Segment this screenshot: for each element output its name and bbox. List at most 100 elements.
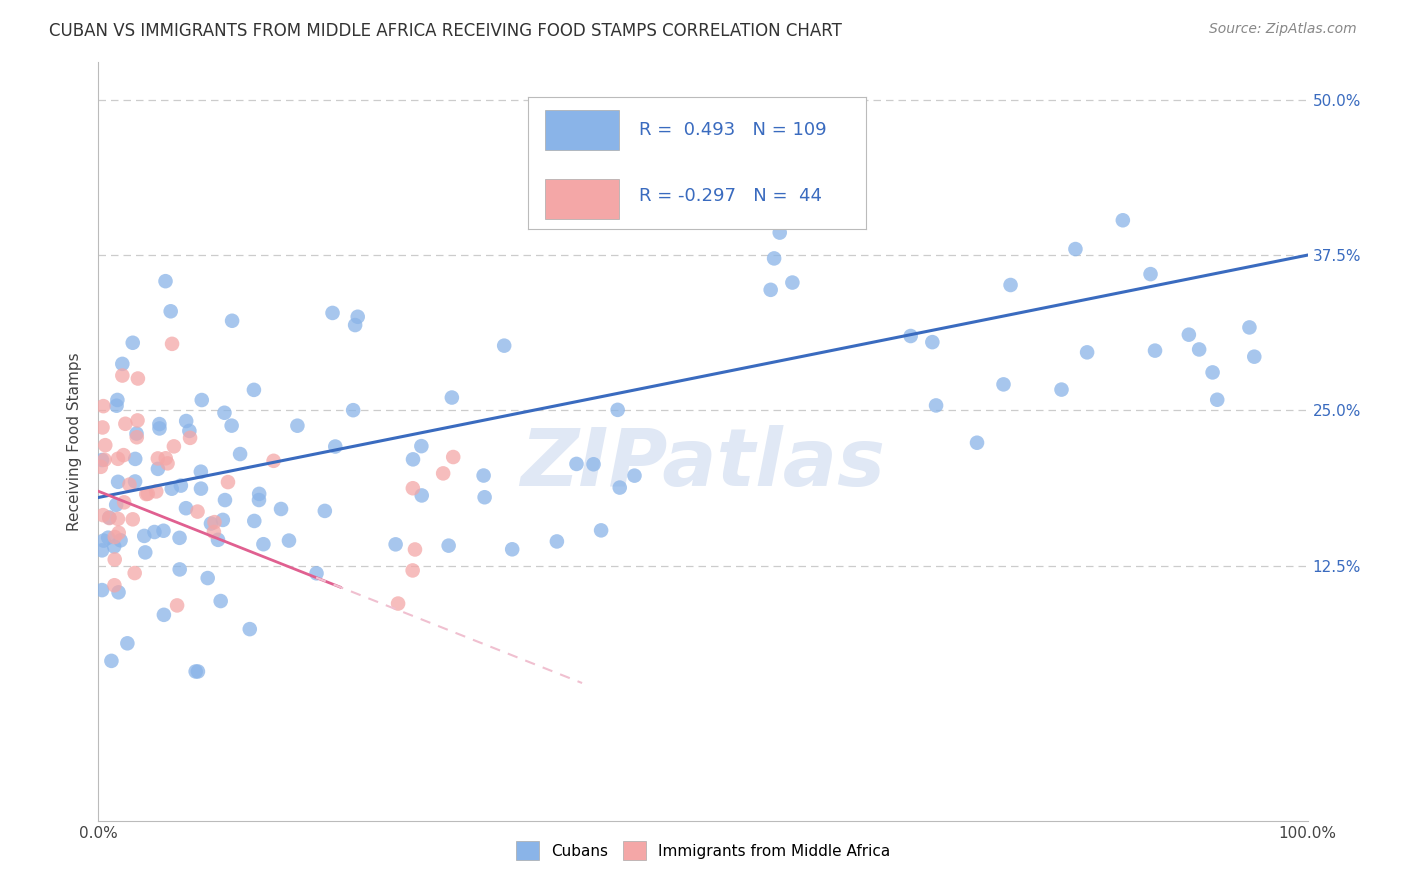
Point <box>145 484 167 499</box>
Point <box>179 424 201 438</box>
Point <box>107 451 129 466</box>
Point <box>402 452 425 467</box>
Point <box>252 537 274 551</box>
Point <box>263 454 285 468</box>
Point <box>179 431 201 445</box>
Point <box>91 543 114 558</box>
Point <box>609 481 631 495</box>
Point <box>111 368 134 383</box>
Point <box>474 490 496 504</box>
Point <box>105 498 128 512</box>
Point <box>1050 383 1073 397</box>
Point <box>105 399 128 413</box>
Point <box>125 430 148 444</box>
Point <box>1143 343 1166 358</box>
Point <box>239 622 262 636</box>
Point <box>993 377 1015 392</box>
Point <box>322 306 344 320</box>
Point <box>107 475 129 489</box>
Point <box>243 383 266 397</box>
Point <box>160 482 183 496</box>
Point <box>287 418 309 433</box>
Point <box>121 512 143 526</box>
Point <box>1188 343 1211 357</box>
Point <box>221 314 243 328</box>
Point <box>170 478 193 492</box>
Point <box>305 566 328 581</box>
Point <box>134 529 156 543</box>
Point <box>107 525 129 540</box>
Point <box>214 493 236 508</box>
Point <box>441 450 464 464</box>
Point <box>243 514 266 528</box>
Point <box>98 510 121 524</box>
Point <box>763 252 786 266</box>
Point <box>114 417 136 431</box>
Point <box>127 371 149 385</box>
Text: ZIPatlas: ZIPatlas <box>520 425 886 503</box>
Point <box>124 451 146 466</box>
Point <box>247 493 270 508</box>
Point <box>107 585 129 599</box>
Point <box>404 542 426 557</box>
Point <box>921 335 943 350</box>
Point <box>174 501 197 516</box>
Point <box>103 578 125 592</box>
Point <box>1178 327 1201 342</box>
Point <box>344 318 367 332</box>
Point <box>112 448 135 462</box>
Point <box>1206 392 1229 407</box>
Point <box>925 399 948 413</box>
Point <box>966 435 988 450</box>
Point <box>93 533 115 548</box>
Point <box>111 357 134 371</box>
Point <box>501 542 523 557</box>
Point <box>411 488 433 502</box>
Point <box>117 636 139 650</box>
Text: Source: ZipAtlas.com: Source: ZipAtlas.com <box>1209 22 1357 37</box>
Point <box>186 505 208 519</box>
Point <box>160 336 183 351</box>
Point <box>91 453 114 467</box>
Point <box>494 338 516 352</box>
Point <box>156 456 179 470</box>
Point <box>204 515 226 529</box>
Point <box>565 457 588 471</box>
Point <box>104 552 127 566</box>
Point <box>110 533 132 548</box>
Point <box>118 477 141 491</box>
Point <box>1064 242 1087 256</box>
Point <box>782 276 804 290</box>
Point <box>152 524 174 538</box>
Point <box>207 533 229 547</box>
Point <box>623 468 645 483</box>
Point <box>166 599 188 613</box>
Point <box>190 482 212 496</box>
Point <box>278 533 301 548</box>
Point <box>169 562 191 576</box>
Point <box>1000 278 1022 293</box>
Point <box>1201 365 1223 379</box>
Point <box>103 540 125 554</box>
Point <box>143 524 166 539</box>
Point <box>148 421 170 435</box>
Point <box>121 335 143 350</box>
Point <box>591 524 613 538</box>
Point <box>124 475 146 489</box>
Point <box>98 511 121 525</box>
Point <box>100 654 122 668</box>
Point <box>127 413 149 427</box>
Point <box>1112 213 1135 227</box>
Point <box>93 452 115 467</box>
Point <box>247 487 270 501</box>
Point <box>432 467 454 481</box>
Point <box>202 524 225 539</box>
Point <box>134 545 156 559</box>
Point <box>135 487 157 501</box>
Point <box>387 597 409 611</box>
Point <box>148 417 170 431</box>
Point <box>163 439 186 453</box>
Point <box>136 487 159 501</box>
Point <box>323 440 346 454</box>
Point <box>346 310 368 324</box>
